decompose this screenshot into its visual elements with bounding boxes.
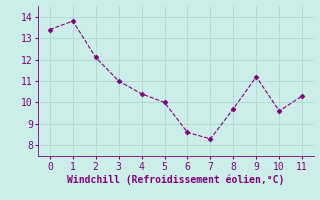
X-axis label: Windchill (Refroidissement éolien,°C): Windchill (Refroidissement éolien,°C) xyxy=(67,174,285,185)
